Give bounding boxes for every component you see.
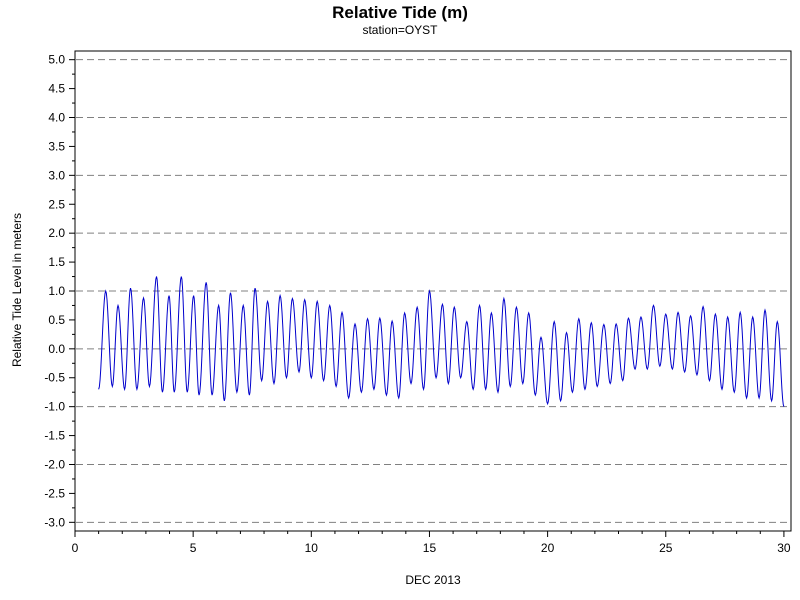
x-tick-label: 25	[659, 541, 673, 555]
y-tick-label: -2.0	[44, 457, 65, 471]
x-axis: 0 5 10 15 20 25 30	[72, 531, 791, 555]
y-tick-label: 1.5	[48, 255, 65, 269]
y-tick-label: -3.0	[44, 515, 65, 529]
y-tick-label: -0.5	[44, 371, 65, 385]
chart-subtitle: station=OYST	[362, 23, 438, 37]
x-tick-label: 0	[72, 541, 79, 555]
y-tick-label: 0.5	[48, 313, 65, 327]
x-tick-label: 20	[541, 541, 555, 555]
y-tick-label: -2.5	[44, 486, 65, 500]
x-tick-label: 30	[777, 541, 791, 555]
y-tick-label: -1.0	[44, 400, 65, 414]
x-axis-label: DEC 2013	[405, 573, 461, 587]
y-tick-label: 2.0	[48, 226, 65, 240]
y-tick-label: 3.5	[48, 139, 65, 153]
y-tick-label: 1.0	[48, 284, 65, 298]
y-tick-label: 4.5	[48, 82, 65, 96]
x-tick-label: 10	[305, 541, 319, 555]
y-tick-label: 5.0	[48, 53, 65, 67]
gridlines	[76, 59, 790, 523]
y-tick-label: 4.0	[48, 111, 65, 125]
y-axis-label: Relative Tide Level in meters	[10, 213, 24, 367]
chart-title: Relative Tide (m)	[332, 3, 468, 22]
tide-series-line	[98, 276, 785, 407]
y-tick-label: 2.5	[48, 197, 65, 211]
x-tick-label: 5	[190, 541, 197, 555]
y-tick-label: -1.5	[44, 429, 65, 443]
x-tick-label: 15	[423, 541, 437, 555]
series-layer	[98, 276, 785, 407]
y-axis: 5.0 4.5 4.0 3.5 3.0 2.5 2.0 1.5 1.0 0.5 0.0 -0.5 -1.…	[44, 53, 75, 529]
y-tick-label: 3.0	[48, 168, 65, 182]
y-tick-label: 0.0	[48, 342, 65, 356]
